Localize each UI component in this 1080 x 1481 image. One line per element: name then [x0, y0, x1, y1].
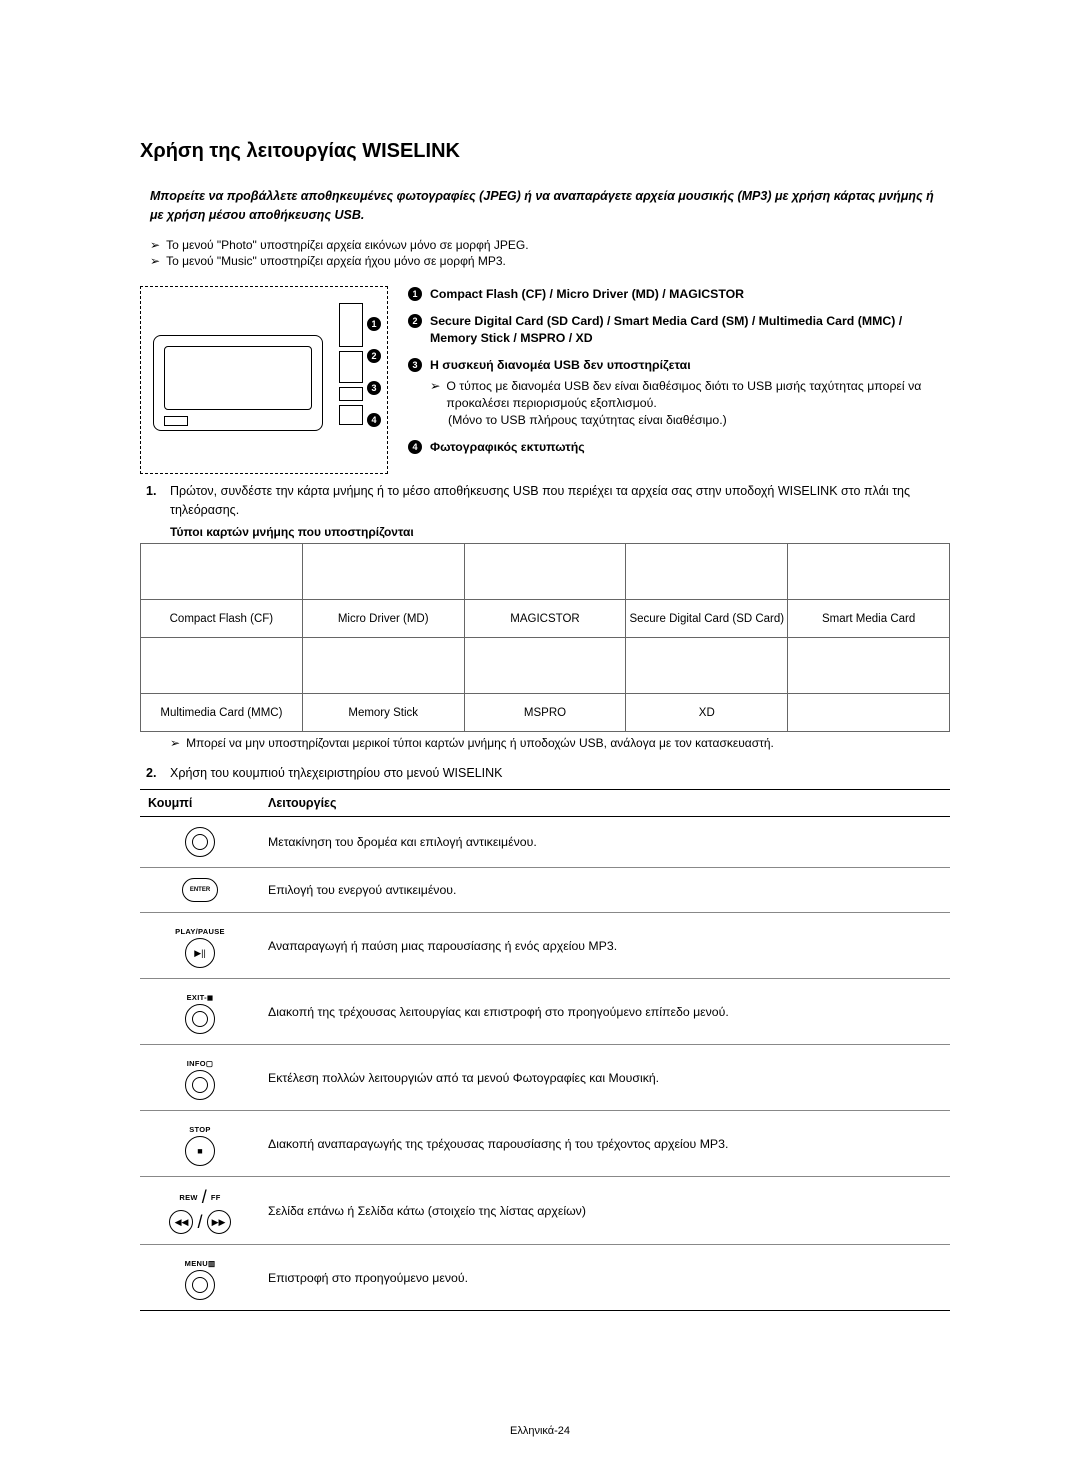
- page-title: Χρήση της λειτουργίας WISELINK: [140, 140, 950, 163]
- step-2-text: Χρήση του κουμπιού τηλεχειριστηρίου στο …: [170, 764, 950, 783]
- button-label: PLAY/PAUSE: [175, 927, 225, 936]
- button-cell: STOP ■: [140, 1111, 260, 1177]
- arrow-icon: ➢: [150, 238, 160, 252]
- button-description: Επιστροφή στο προηγούμενο μενού.: [260, 1245, 950, 1311]
- button-cell: [140, 817, 260, 868]
- card-cell: Multimedia Card (MMC): [141, 694, 303, 732]
- button-cell: INFO▢: [140, 1045, 260, 1111]
- number-column: 1 2 3 4: [367, 317, 383, 427]
- nav-icon: [185, 827, 215, 857]
- enter-icon: ENTER: [182, 878, 218, 902]
- card-cell: MAGICSTOR: [464, 600, 626, 638]
- card-cell: Compact Flash (CF): [141, 600, 303, 638]
- button-cell: MENU▥: [140, 1245, 260, 1311]
- step-2: 2. Χρήση του κουμπιού τηλεχειριστηρίου σ…: [146, 764, 950, 783]
- round-button-icon: ■: [185, 1136, 215, 1166]
- button-description: Εκτέλεση πολλών λειτουργιών από τα μενού…: [260, 1045, 950, 1111]
- button-label: INFO▢: [187, 1059, 214, 1068]
- card-cell: XD: [626, 694, 788, 732]
- card-cell: Micro Driver (MD): [302, 600, 464, 638]
- port-3-sub2: (Μόνο το USB πλήρους ταχύτητας είναι δια…: [430, 412, 950, 429]
- button-label: EXIT-◼: [187, 993, 214, 1002]
- arrow-icon: ➢: [170, 736, 180, 750]
- ring-button-icon: [185, 1270, 215, 1300]
- tv-outline: [153, 335, 323, 431]
- port-3-title: Η συσκευή διανομέα USB δεν υποστηρίζεται: [430, 358, 691, 372]
- card-cell: Secure Digital Card (SD Card): [626, 600, 788, 638]
- callout-4: 4: [367, 413, 381, 427]
- port-2-text: Secure Digital Card (SD Card) / Smart Me…: [430, 314, 902, 345]
- badge-2: 2: [408, 314, 422, 328]
- step-2-number: 2.: [146, 764, 162, 783]
- button-description: Μετακίνηση του δρομέα και επιλογή αντικε…: [260, 817, 950, 868]
- rew-label: REW: [179, 1193, 197, 1202]
- callout-3: 3: [367, 381, 381, 395]
- button-cell: EXIT-◼: [140, 979, 260, 1045]
- badge-1: 1: [408, 287, 422, 301]
- button-description: Σελίδα επάνω ή Σελίδα κάτω (στοιχείο της…: [260, 1177, 950, 1245]
- note-text-1: Το μενού "Photo" υποστηρίζει αρχεία εικό…: [166, 238, 529, 252]
- card-cell: [788, 694, 950, 732]
- button-description: Διακοπή της τρέχουσας λειτουργίας και επ…: [260, 979, 950, 1045]
- button-description: Διακοπή αναπαραγωγής της τρέχουσας παρου…: [260, 1111, 950, 1177]
- port-description-list: 1 Compact Flash (CF) / Micro Driver (MD)…: [408, 286, 950, 474]
- note-line-1: ➢ Το μενού "Photo" υποστηρίζει αρχεία ει…: [140, 238, 950, 252]
- button-label: MENU▥: [185, 1259, 216, 1268]
- button-cell: ENTER: [140, 868, 260, 913]
- cards-table-title: Τύποι καρτών μνήμης που υποστηρίζονται: [170, 525, 950, 539]
- step-1-text: Πρώτον, συνδέστε την κάρτα μνήμης ή το μ…: [170, 482, 950, 520]
- cards-table: Compact Flash (CF) Micro Driver (MD) MAG…: [140, 543, 950, 732]
- button-description: Αναπαραγωγή ή παύση μιας παρουσίασης ή ε…: [260, 913, 950, 979]
- slot-3: [339, 387, 363, 401]
- badge-4: 4: [408, 440, 422, 454]
- slot-2: [339, 351, 363, 383]
- button-label: STOP: [189, 1125, 210, 1134]
- slot-4: [339, 405, 363, 425]
- callout-2: 2: [367, 349, 381, 363]
- tv-diagram: 1 2 3 4: [140, 286, 388, 474]
- arrow-icon: ➢: [430, 378, 440, 412]
- ring-button-icon: [185, 1070, 215, 1100]
- slot-1: [339, 303, 363, 347]
- buttons-header-1: Κουμπί: [140, 790, 260, 817]
- tv-screen: [164, 346, 312, 410]
- slot-column: [339, 303, 363, 429]
- port-3-sub1: Ο τύπος με διανομέα USB δεν είναι διαθέσ…: [446, 378, 950, 412]
- note-text-2: Το μενού "Music" υποστηρίζει αρχεία ήχου…: [166, 254, 506, 268]
- rew-icon: ◀◀: [169, 1210, 193, 1234]
- button-cell: REW/FF◀◀/▶▶: [140, 1177, 260, 1245]
- note-line-2: ➢ Το μενού "Music" υποστηρίζει αρχεία ήχ…: [140, 254, 950, 268]
- card-cell: Smart Media Card: [788, 600, 950, 638]
- button-cell: PLAY/PAUSE ▶||: [140, 913, 260, 979]
- tv-port: [164, 416, 188, 426]
- buttons-table: Κουμπί Λειτουργίες Μετακίνηση του δρομέα…: [140, 789, 950, 1311]
- buttons-header-2: Λειτουργίες: [260, 790, 950, 817]
- ff-label: FF: [211, 1193, 221, 1202]
- callout-1: 1: [367, 317, 381, 331]
- port-4-text: Φωτογραφικός εκτυπωτής: [430, 440, 585, 454]
- step-1-number: 1.: [146, 482, 162, 520]
- step-1: 1. Πρώτον, συνδέστε την κάρτα μνήμης ή τ…: [146, 482, 950, 520]
- ff-icon: ▶▶: [207, 1210, 231, 1234]
- card-cell: MSPRO: [464, 694, 626, 732]
- port-1-text: Compact Flash (CF) / Micro Driver (MD) /…: [430, 287, 744, 301]
- ring-button-icon: [185, 1004, 215, 1034]
- badge-3: 3: [408, 358, 422, 372]
- page-footer: Ελληνικά-24: [0, 1425, 1080, 1437]
- arrow-icon: ➢: [150, 254, 160, 268]
- round-button-icon: ▶||: [185, 938, 215, 968]
- card-cell: Memory Stick: [302, 694, 464, 732]
- cards-note: ➢ Μπορεί να μην υποστηρίζονται μερικοί τ…: [170, 736, 950, 750]
- cards-note-text: Μπορεί να μην υποστηρίζονται μερικοί τύπ…: [186, 736, 774, 750]
- button-description: Επιλογή του ενεργού αντικειμένου.: [260, 868, 950, 913]
- intro-text: Μπορείτε να προβάλλετε αποθηκευμένες φωτ…: [140, 187, 950, 226]
